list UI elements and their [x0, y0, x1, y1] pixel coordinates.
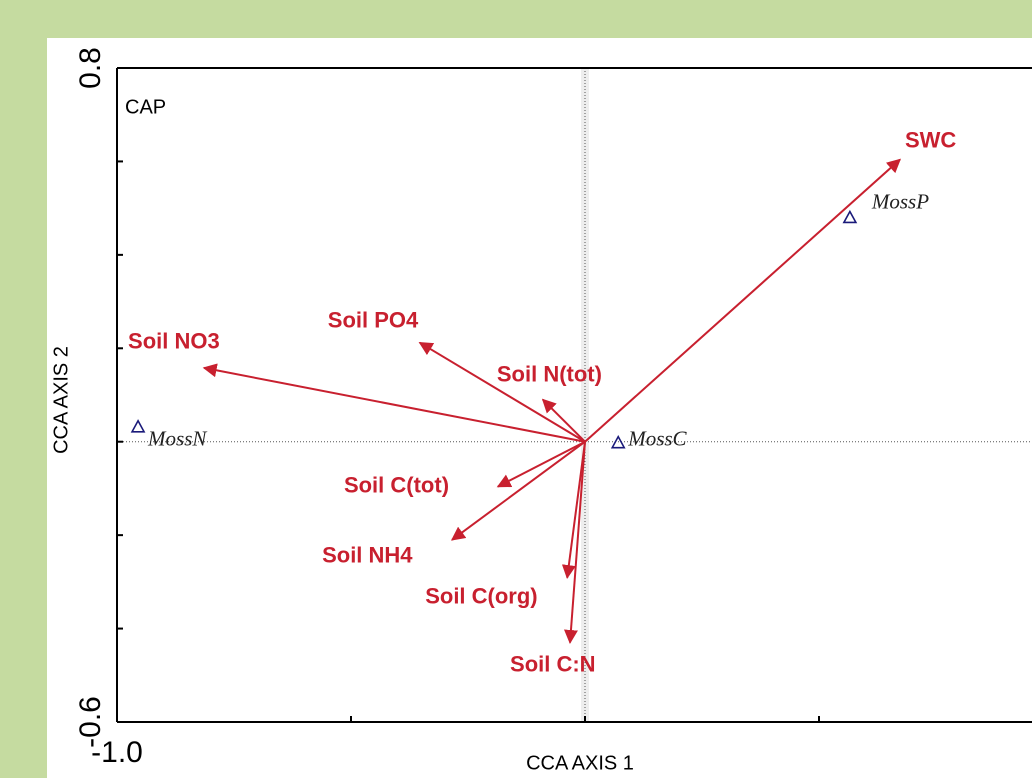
point-label: MossN: [147, 427, 207, 451]
arrow: [202, 363, 586, 443]
arrow: [584, 158, 902, 443]
arrow: [563, 441, 586, 644]
arrow: [418, 341, 586, 443]
point-label: MossC: [627, 426, 687, 450]
y-tick-label: -0.6: [74, 696, 107, 748]
panel: [47, 38, 1032, 778]
arrow-label: Soil NH4: [322, 543, 413, 568]
x-axis-title: CCA AXIS 1: [526, 752, 634, 774]
point: [842, 209, 858, 224]
arrow: [541, 398, 586, 443]
chart-title: CAP: [125, 96, 166, 118]
arrow-label: Soil PO4: [328, 307, 419, 332]
arrow-label: Soil C(org): [425, 583, 537, 608]
y-axis-title: CCA AXIS 2: [50, 346, 72, 454]
arrow-label: Soil C(tot): [344, 472, 449, 497]
point-label: MossP: [871, 189, 929, 213]
point: [610, 434, 626, 449]
arrow-label: Soil NO3: [128, 329, 220, 354]
point: [130, 419, 146, 433]
arrow-label: Soil N(tot): [497, 361, 602, 386]
arrow-label: SWC: [905, 127, 956, 152]
arrow: [450, 440, 586, 541]
x-tick-label: -1.0: [91, 736, 143, 769]
arrow: [561, 441, 586, 580]
arrow-label: Soil C:N: [510, 651, 596, 676]
arrow: [496, 440, 586, 488]
y-tick-label: 0.8: [74, 47, 107, 89]
